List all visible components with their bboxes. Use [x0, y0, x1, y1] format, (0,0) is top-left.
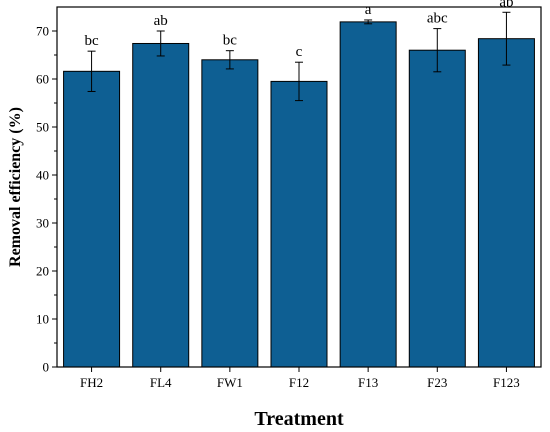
significance-label-f123: ab — [499, 0, 513, 10]
bar-f13 — [339, 21, 397, 368]
y-tick-label-10: 10 — [36, 312, 49, 327]
x-tick-label-fw1: FW1 — [217, 375, 243, 390]
significance-labels-layer: bc ab bc c a abc ab — [84, 0, 513, 60]
significance-label-fl4: ab — [154, 13, 168, 29]
y-axis: 0 10 20 30 40 50 60 70 — [36, 24, 57, 375]
significance-label-f13: a — [365, 2, 372, 18]
error-bar-f13 — [364, 19, 373, 25]
significance-label-fh2: bc — [84, 33, 99, 49]
significance-label-f23: abc — [427, 11, 448, 27]
error-bar-fl4 — [156, 30, 165, 57]
x-axis: FH2 FL4 FW1 F12 F13 F23 F123 — [80, 367, 520, 390]
error-bar-f123 — [502, 11, 511, 66]
y-tick-label-0: 0 — [43, 360, 50, 375]
x-tick-label-f13: F13 — [358, 375, 378, 390]
significance-label-f12: c — [296, 44, 303, 60]
bar-f12 — [270, 80, 328, 368]
x-axis-title: Treatment — [254, 408, 344, 430]
error-bars-layer — [87, 11, 511, 102]
error-bar-f12 — [295, 61, 303, 102]
x-tick-label-f123: F123 — [493, 375, 520, 390]
bar-fh2 — [63, 70, 121, 368]
bars-layer — [63, 21, 535, 368]
y-tick-label-70: 70 — [36, 24, 49, 39]
y-tick-label-30: 30 — [36, 216, 49, 231]
y-tick-label-20: 20 — [36, 264, 49, 279]
error-bar-fw1 — [225, 50, 234, 70]
error-bar-fh2 — [87, 50, 96, 92]
error-bar-f23 — [433, 28, 442, 73]
x-tick-label-f23: F23 — [427, 375, 447, 390]
bar-fl4 — [132, 42, 190, 368]
bar-f123 — [477, 38, 535, 368]
y-axis-title: Removal efficiency (%) — [7, 107, 24, 267]
bar-f23 — [408, 49, 466, 368]
y-tick-label-60: 60 — [36, 72, 49, 87]
x-tick-label-fh2: FH2 — [80, 375, 103, 390]
y-tick-label-40: 40 — [36, 168, 49, 183]
bar-fw1 — [201, 59, 259, 368]
x-tick-label-fl4: FL4 — [150, 375, 172, 390]
x-tick-label-f12: F12 — [289, 375, 309, 390]
y-tick-label-50: 50 — [36, 120, 49, 135]
significance-label-fw1: bc — [223, 33, 238, 49]
